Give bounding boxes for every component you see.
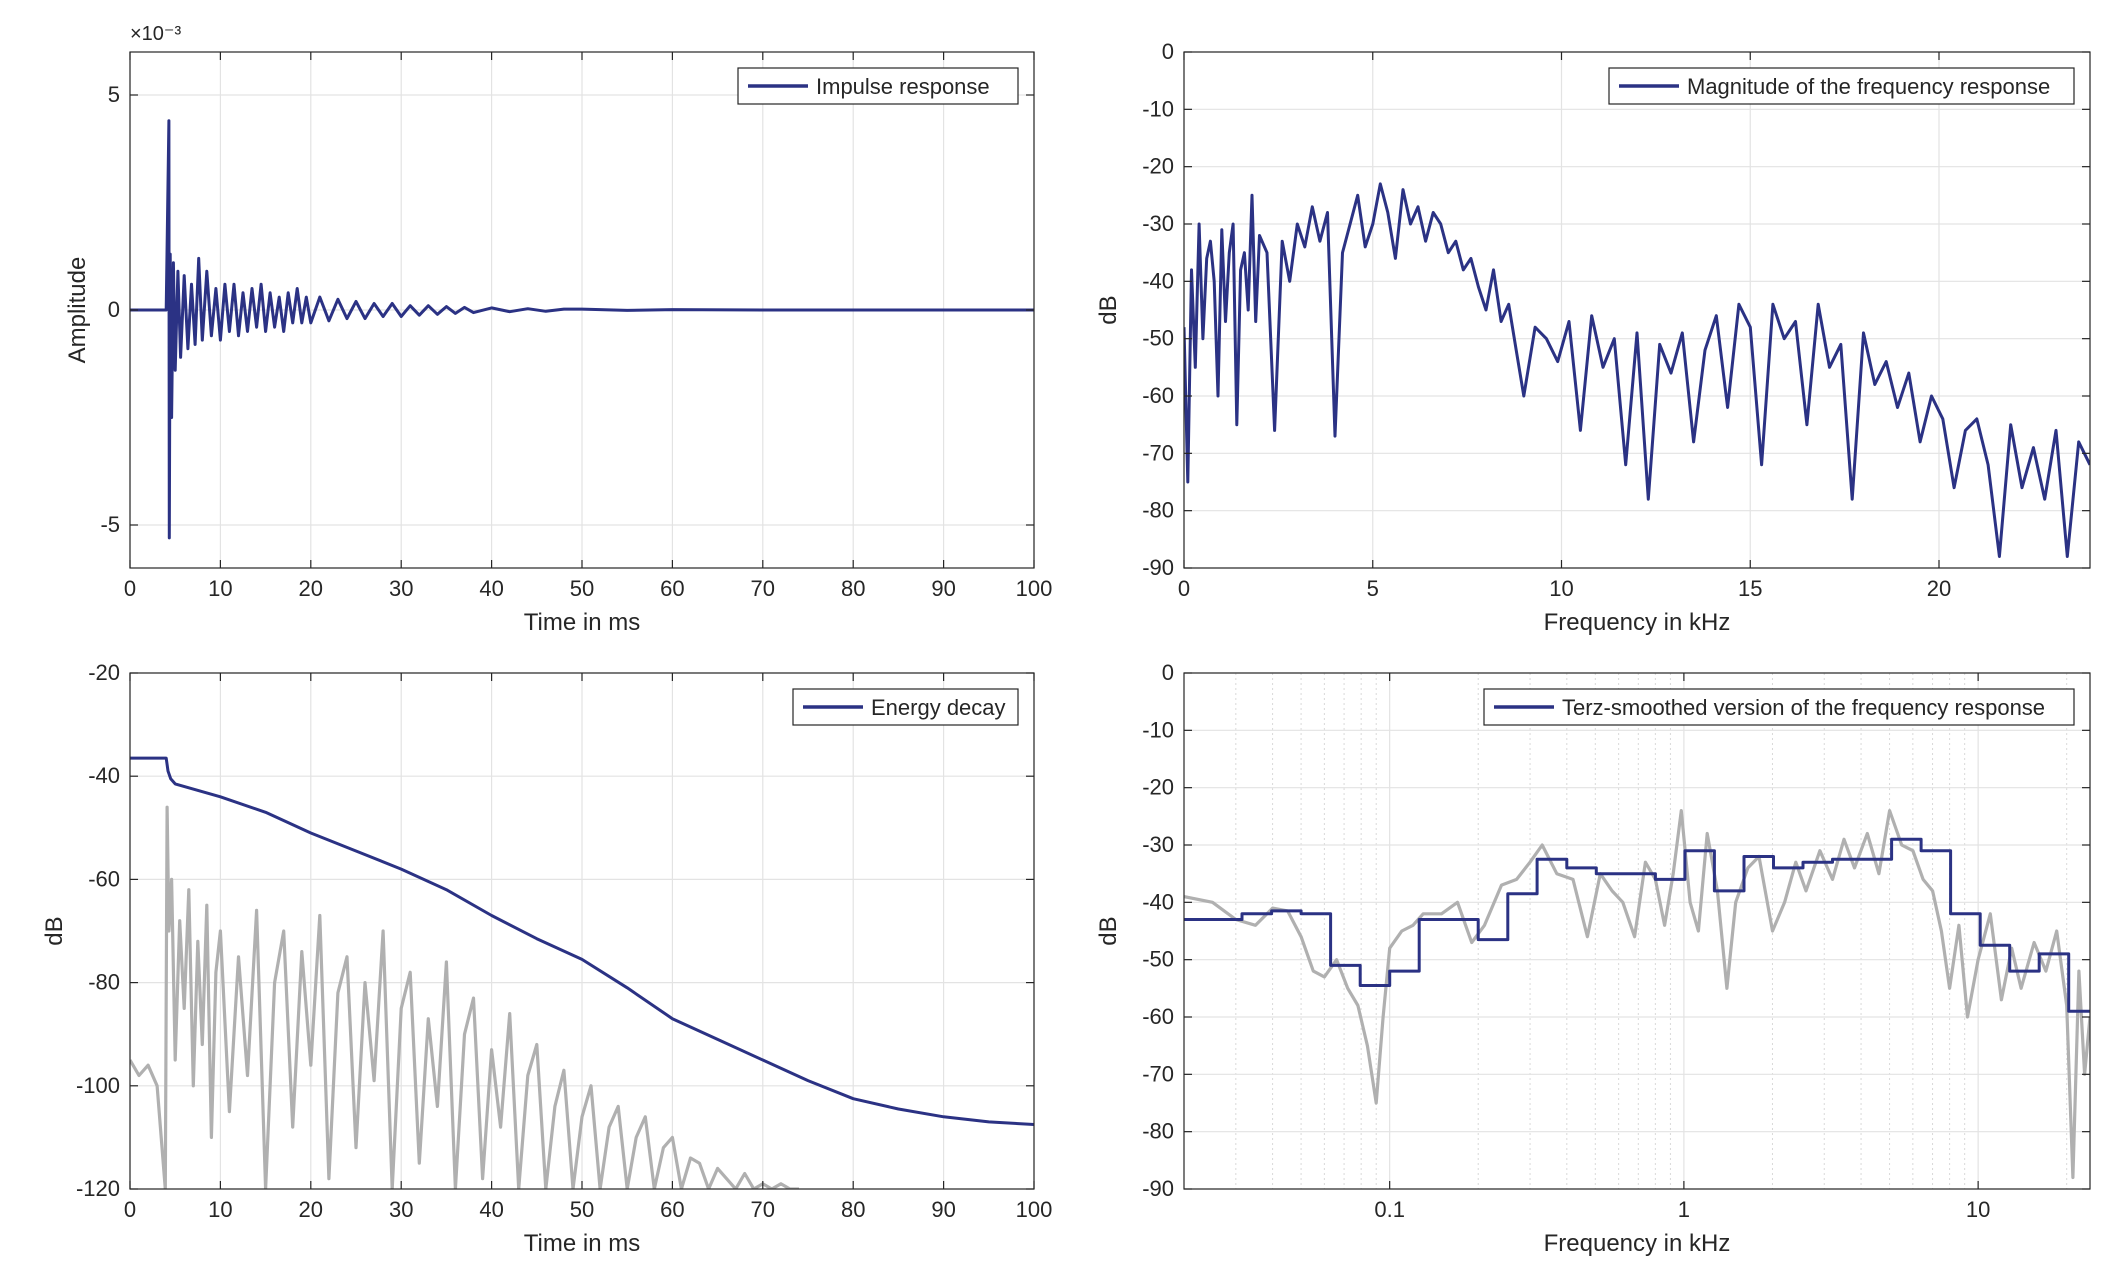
axes-box [1183,51,2091,569]
series-line [1184,182,2090,558]
x-axis-label: Time in ms [524,1230,640,1257]
axes-box [1183,672,2091,1190]
y-tick-label: -20 [88,660,120,685]
x-tick-label: 15 [1738,576,1762,601]
x-tick-label: 5 [1367,576,1379,601]
x-tick-label: 20 [299,1197,323,1222]
chart-panel-2: 0 5 10 15 20 0 -10 -20 -30 -40 -50 -60 -70 -80 -90 Freq… [1095,39,2091,636]
x-tick-label: 80 [841,576,865,601]
plot-area [1184,52,2090,568]
legend-label: Magnitude of the frequency response [1687,74,2050,99]
y-tick-label: -40 [1142,889,1174,914]
ticks: 0 10 20 30 40 50 60 70 80 90 100 -20 -40 -60 -80 -100 -1… [76,660,1052,1222]
x-axis-label: Time in ms [524,609,640,636]
x-tick-label: 50 [570,576,594,601]
x-tick-label: 30 [389,1197,413,1222]
y-tick-label: -90 [1142,1176,1174,1201]
y-tick-label: -20 [1142,154,1174,179]
y-tick-label: -80 [88,970,120,995]
y-tick-label: -30 [1142,832,1174,857]
y-axis-label: Amplitude [64,257,91,364]
x-tick-label: 40 [479,576,503,601]
x-tick-label: 30 [389,576,413,601]
y-tick-label: -90 [1142,555,1174,580]
y-tick-label: -120 [76,1176,120,1201]
raw-series-line [1184,808,2090,1180]
series-line [1184,837,2090,1013]
x-tick-label: 100 [1016,1197,1053,1222]
legend: Magnitude of the frequency response [1608,67,2075,105]
y-tick-label: -50 [1142,947,1174,972]
y-tick-label: -5 [100,512,120,537]
ticks: 0 5 10 15 20 0 -10 -20 -30 -40 -50 -60 -70 -80 -90 [1142,39,2090,601]
x-tick-label: 70 [751,576,775,601]
x-tick-label: 60 [660,576,684,601]
x-tick-label: 0 [124,576,136,601]
minor-grid [1235,673,2068,1189]
chart-panel-1: 0 10 20 30 40 50 60 70 80 90 100 -5 0 5 Time in ms Ampl… [64,23,1052,636]
x-tick-label: 20 [299,576,323,601]
y-axis-label: dB [1095,295,1122,324]
legend: Impulse response [737,67,1019,105]
y-tick-label: -70 [1142,440,1174,465]
y-tick-label: -100 [76,1073,120,1098]
y-tick-label: 5 [108,82,120,107]
x-tick-label: 100 [1016,576,1053,601]
x-tick-label: 50 [570,1197,594,1222]
series-line [130,119,1034,540]
x-tick-label: 10 [208,576,232,601]
x-tick-label: 1 [1678,1197,1690,1222]
x-tick-label: 90 [931,1197,955,1222]
y-tick-label: -50 [1142,326,1174,351]
y-tick-label: -40 [1142,268,1174,293]
y-tick-label: -60 [1142,1004,1174,1029]
raw-series-line [130,805,799,1189]
legend: Terz-smoothed version of the frequency r… [1483,688,2075,726]
x-tick-label: 60 [660,1197,684,1222]
y-axis-label: dB [41,916,68,945]
x-tick-label: 10 [1549,576,1573,601]
y-tick-label: 0 [1162,660,1174,685]
ticks: 0.1 1 10 0 -10 -20 -30 -40 -50 -60 -70 -80 -90 [1142,660,2090,1222]
x-tick-label: 70 [751,1197,775,1222]
y-tick-label: -70 [1142,1061,1174,1086]
y-tick-label: -80 [1142,1119,1174,1144]
chart-panel-3: 0 10 20 30 40 50 60 70 80 90 100 -20 -40 -60 -80 -100 -1… [41,660,1052,1257]
legend-box [1608,67,2075,105]
y-tick-label: -60 [1142,383,1174,408]
exponent-label: ×10⁻³ [130,23,181,45]
legend-label: Terz-smoothed version of the frequency r… [1562,695,2045,720]
y-axis-label: dB [1095,916,1122,945]
legend-label: Energy decay [871,695,1006,720]
chart-panel-4: 0.1 1 10 0 -10 -20 -30 -40 -50 -60 -70 -80 -90 Freque… [1095,660,2091,1257]
y-tick-label: -30 [1142,211,1174,236]
x-axis-label: Frequency in kHz [1544,609,1731,636]
x-tick-label: 0 [124,1197,136,1222]
legend-box [1483,688,2075,726]
y-tick-label: -10 [1142,96,1174,121]
x-tick-label: 0.1 [1374,1197,1405,1222]
y-tick-label: -60 [88,866,120,891]
x-tick-label: 40 [479,1197,503,1222]
ticks: 0 10 20 30 40 50 60 70 80 90 100 -5 0 5 [100,52,1052,601]
x-tick-label: 10 [1966,1197,1990,1222]
x-tick-label: 0 [1178,576,1190,601]
x-tick-label: 20 [1927,576,1951,601]
y-tick-label: 0 [108,297,120,322]
x-axis-label: Frequency in kHz [1544,1230,1731,1257]
y-tick-label: -10 [1142,717,1174,742]
legend: Energy decay [792,688,1019,726]
x-tick-label: 10 [208,1197,232,1222]
legend-label: Impulse response [816,74,990,99]
series-line [130,756,1034,1126]
y-tick-label: -40 [88,763,120,788]
y-tick-label: 0 [1162,39,1174,64]
x-tick-label: 80 [841,1197,865,1222]
x-tick-label: 90 [931,576,955,601]
y-tick-label: -80 [1142,498,1174,523]
y-tick-label: -20 [1142,775,1174,800]
